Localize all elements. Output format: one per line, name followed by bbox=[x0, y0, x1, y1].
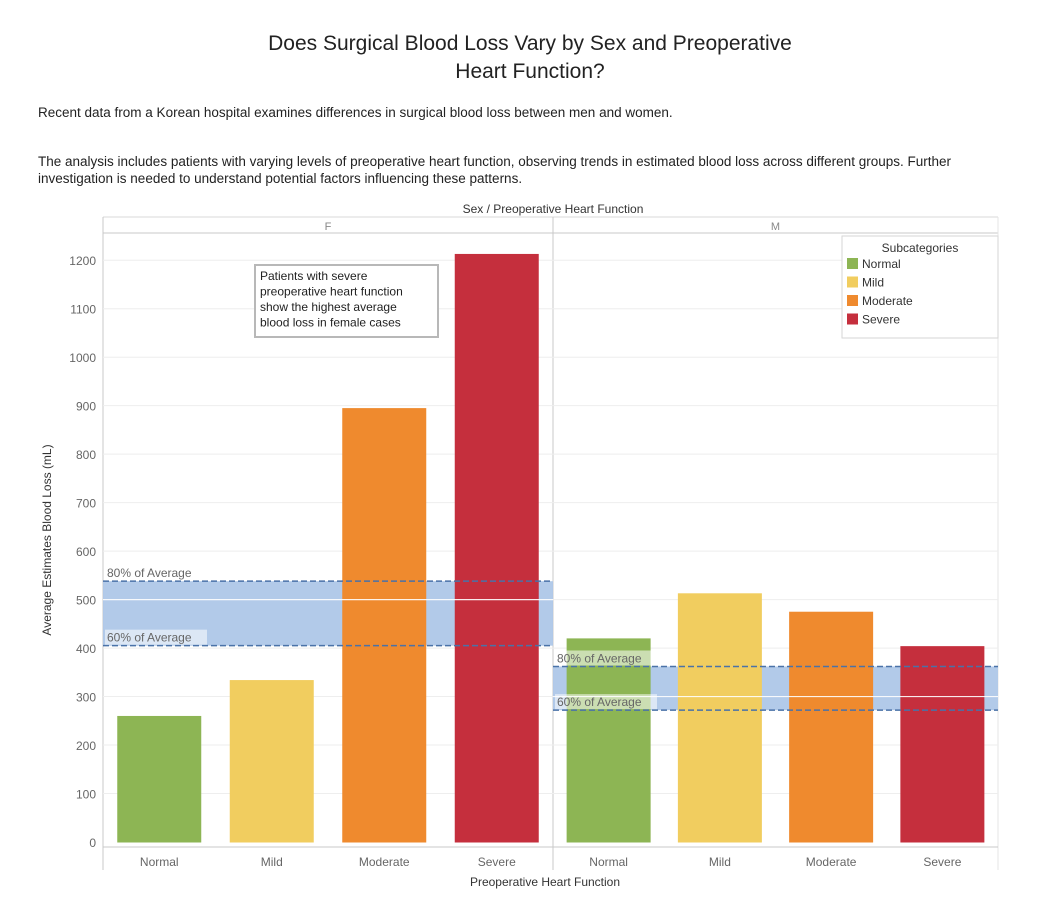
y-tick-label: 1000 bbox=[69, 351, 96, 365]
annotation-line: preoperative heart function bbox=[260, 285, 403, 299]
legend-label-severe: Severe bbox=[862, 313, 900, 327]
bar-M-moderate bbox=[789, 611, 874, 843]
annotation-line: blood loss in female cases bbox=[260, 316, 401, 330]
panel-label-M: M bbox=[771, 221, 780, 233]
annotation-box bbox=[254, 264, 439, 338]
description-1: Recent data from a Korean hospital exami… bbox=[38, 105, 673, 120]
x-tick-label: Severe bbox=[923, 855, 961, 869]
bar-M-normal bbox=[566, 638, 651, 843]
bar-F-severe bbox=[454, 253, 539, 843]
legend-title: Subcategories bbox=[882, 241, 959, 255]
x-tick-label: Normal bbox=[140, 855, 179, 869]
panel-label-F: F bbox=[325, 221, 332, 233]
x-tick-label: Severe bbox=[478, 855, 516, 869]
y-tick-label: 400 bbox=[76, 642, 96, 656]
bar-F-normal bbox=[117, 715, 202, 843]
legend-label-mild: Mild bbox=[862, 276, 884, 290]
legend-swatch-mild bbox=[847, 276, 858, 288]
legend-label-normal: Normal bbox=[862, 257, 901, 271]
annotation-line: Patients with severe bbox=[260, 269, 368, 283]
y-axis-label: Average Estimates Blood Loss (mL) bbox=[40, 444, 54, 635]
legend-label-moderate: Moderate bbox=[862, 294, 913, 308]
y-tick-label: 0 bbox=[89, 836, 96, 850]
band-label-bg bbox=[105, 629, 207, 645]
band-label-80-M: 80% of Average bbox=[557, 652, 642, 666]
band-label-bg bbox=[555, 650, 657, 666]
chart-title-line1: Does Surgical Blood Loss Vary by Sex and… bbox=[268, 32, 792, 55]
x-tick-label: Mild bbox=[261, 855, 283, 869]
y-tick-label: 500 bbox=[76, 594, 96, 608]
y-tick-label: 1200 bbox=[69, 254, 96, 268]
chart-title: Does Surgical Blood Loss Vary by Sex and… bbox=[0, 30, 1060, 86]
y-tick-label: 1100 bbox=[70, 303, 96, 317]
band-label-bg bbox=[555, 694, 657, 710]
y-tick-label: 200 bbox=[76, 739, 96, 753]
y-tick-label: 100 bbox=[76, 788, 96, 802]
bar-M-mild bbox=[677, 593, 762, 843]
x-tick-label: Mild bbox=[709, 855, 731, 869]
legend-swatch-moderate bbox=[847, 295, 858, 306]
bar-F-moderate bbox=[342, 408, 427, 843]
legend-box bbox=[841, 235, 999, 339]
band-label-bg bbox=[105, 565, 207, 581]
x-tick-label: Normal bbox=[589, 855, 628, 869]
x-axis-label: Preoperative Heart Function bbox=[470, 875, 620, 889]
annotation-line: show the highest average bbox=[260, 300, 397, 314]
description-2: The analysis includes patients with vary… bbox=[38, 154, 951, 186]
band-label-80-F: 80% of Average bbox=[107, 566, 192, 580]
y-tick-label: 800 bbox=[76, 448, 96, 462]
band-label-60-M: 60% of Average bbox=[557, 695, 642, 709]
y-tick-label: 700 bbox=[76, 497, 96, 511]
band-label-60-F: 60% of Average bbox=[107, 631, 192, 645]
legend-swatch-normal bbox=[847, 258, 858, 269]
y-tick-label: 600 bbox=[76, 545, 96, 559]
x-tick-label: Moderate bbox=[806, 855, 857, 869]
column-header: Sex / Preoperative Heart Function bbox=[463, 202, 644, 216]
legend-swatch-severe bbox=[847, 313, 858, 325]
y-tick-label: 300 bbox=[76, 691, 96, 705]
x-tick-label: Moderate bbox=[359, 855, 410, 869]
bar-F-mild bbox=[229, 680, 314, 843]
y-tick-label: 900 bbox=[76, 400, 96, 414]
bar-M-severe bbox=[900, 646, 985, 843]
chart-title-line2: Heart Function? bbox=[455, 60, 605, 83]
